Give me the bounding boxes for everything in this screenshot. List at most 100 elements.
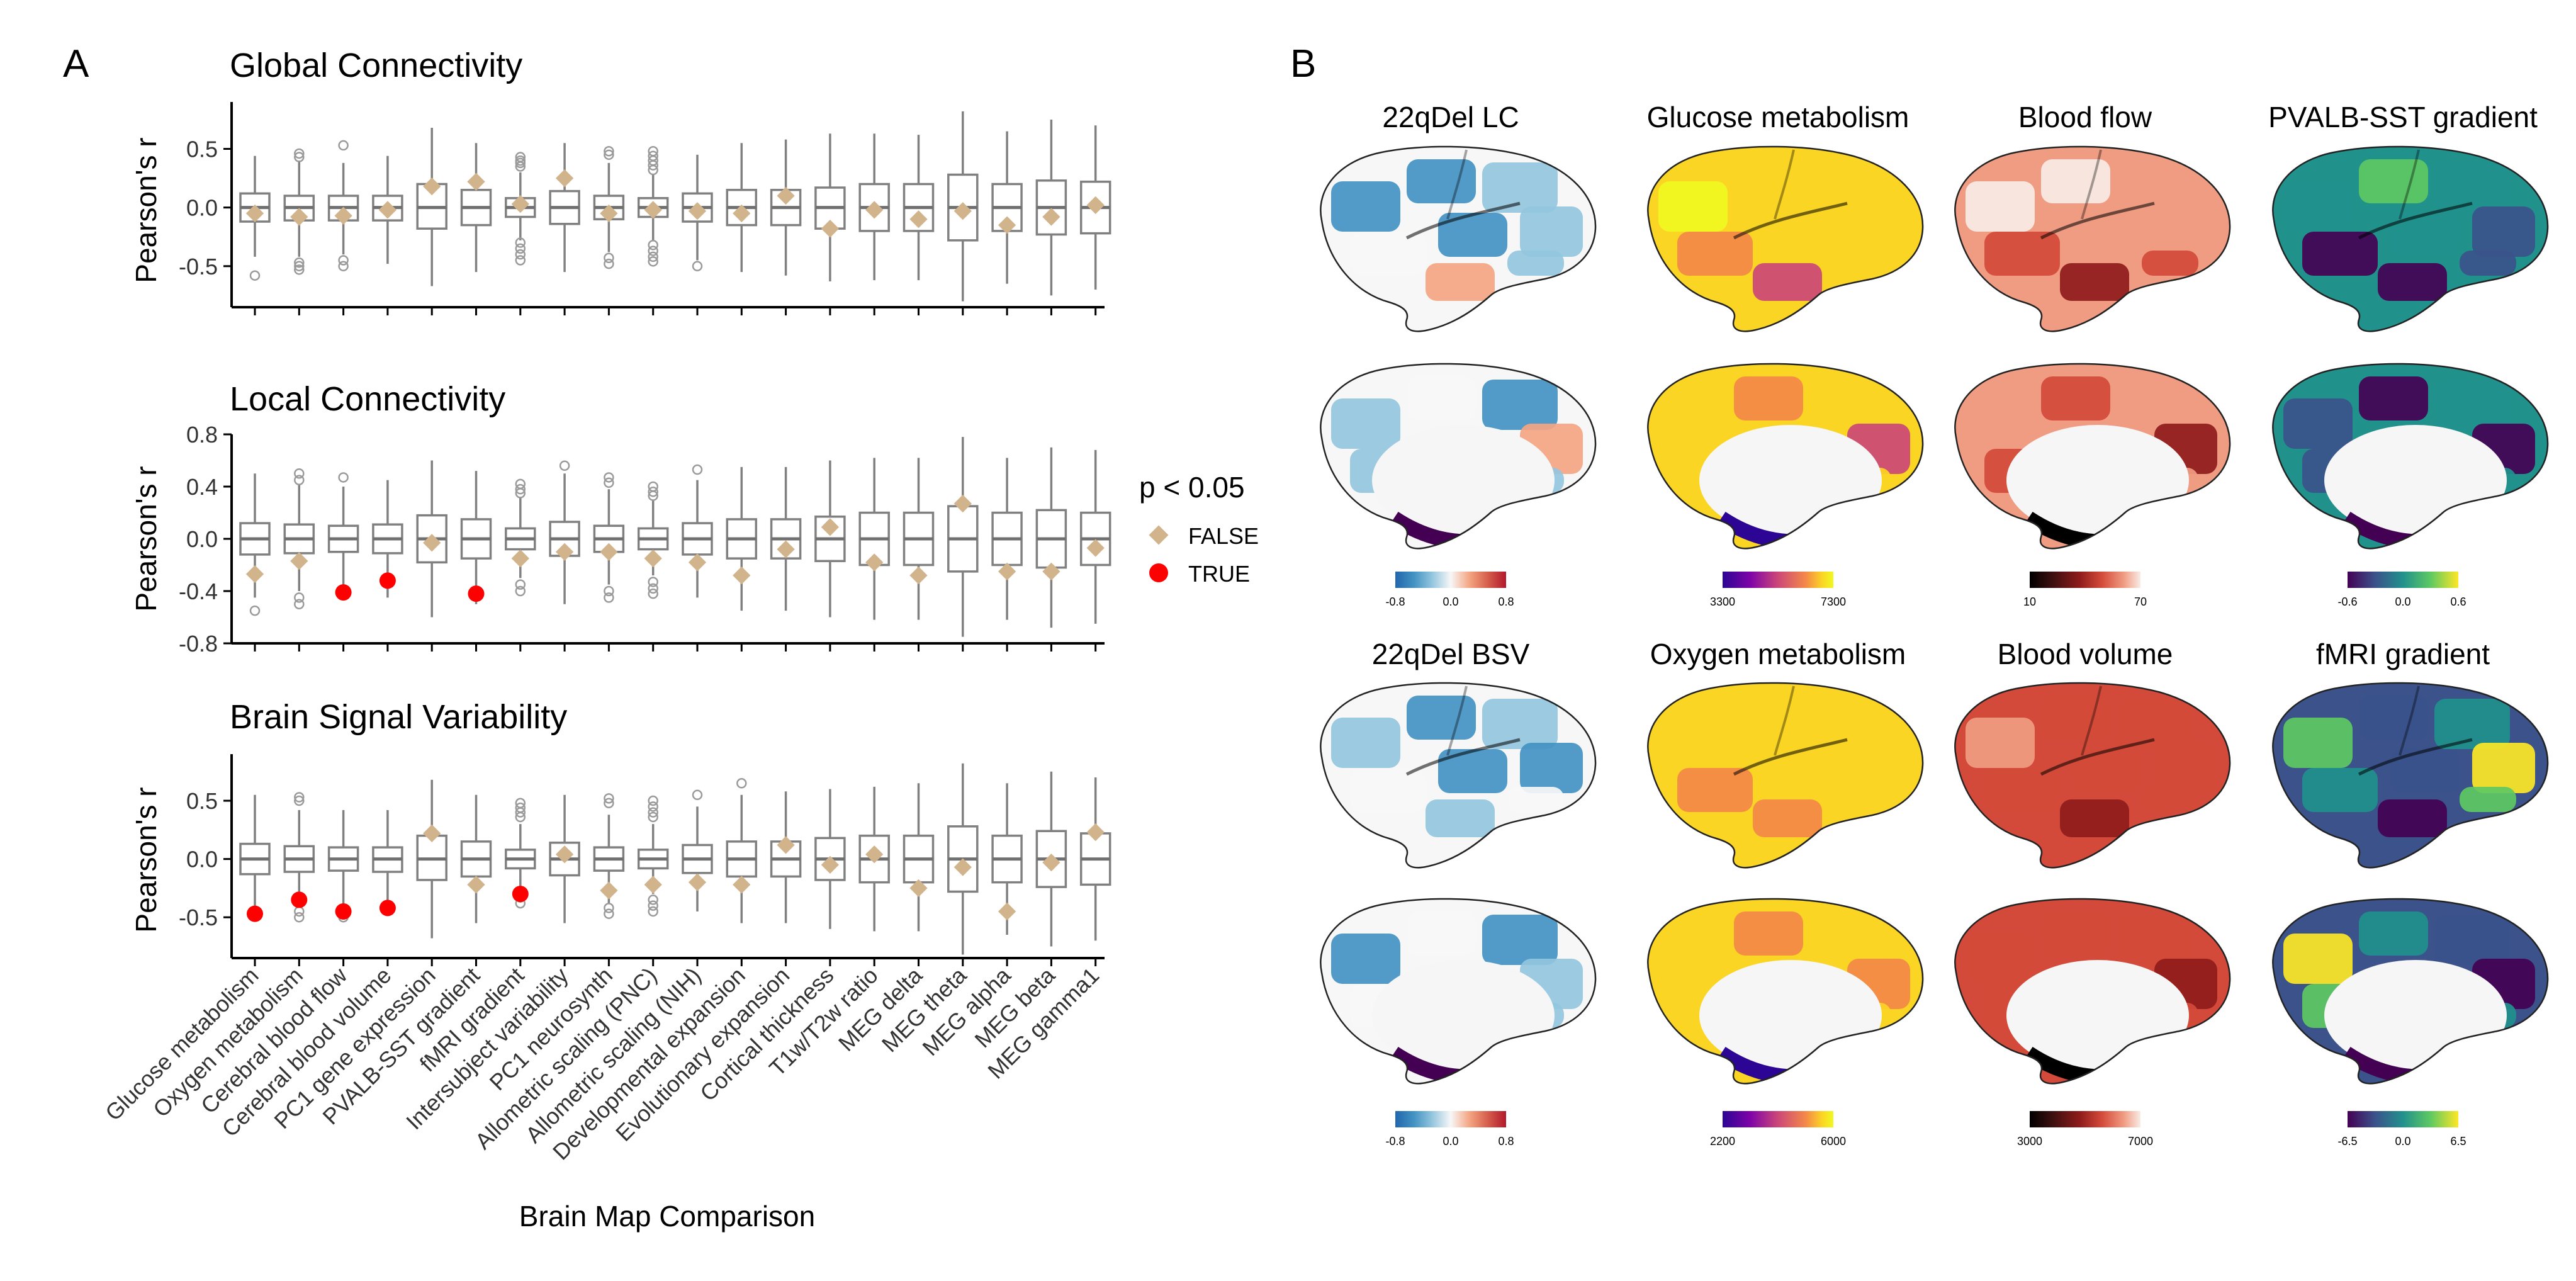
cortical-region <box>2460 251 2516 276</box>
outlier-point <box>692 789 703 801</box>
brain-lateral-view <box>1320 146 1596 332</box>
box <box>770 466 802 611</box>
observed-point <box>644 549 662 568</box>
y-tick-label: 0.0 <box>186 526 218 552</box>
cortical-region <box>1809 699 1885 749</box>
box <box>991 783 1023 935</box>
cortical-region <box>1331 934 1400 984</box>
observed-point <box>511 549 529 568</box>
y-axis: 0.5 0.0 -0.5 <box>179 788 232 930</box>
cortical-region <box>1677 768 1753 812</box>
outlier-point <box>515 483 526 495</box>
cortical-region <box>2283 181 2353 232</box>
observed-point <box>1042 854 1060 872</box>
colorbar-max-label: 0.8 <box>1498 595 1514 608</box>
y-axis-label: Pearson's r <box>130 137 162 283</box>
observed-point-significant <box>247 905 263 922</box>
observed-point <box>600 881 618 900</box>
cortical-region <box>1507 251 1564 276</box>
box <box>637 481 669 599</box>
observed-point <box>600 204 618 223</box>
colorbar <box>1723 572 1833 588</box>
legend-false-marker <box>1149 525 1169 545</box>
brain-maps: 22qDel LC -0.8 0.8 0.0 Glucose metabolism 330… <box>1320 101 2549 1148</box>
box <box>416 460 447 618</box>
box <box>505 478 536 597</box>
outlier-point <box>338 140 349 151</box>
sylvian-fissure <box>1405 738 1521 776</box>
box <box>726 778 758 923</box>
central-sulcus <box>1774 686 1795 756</box>
observed-point-significant <box>335 584 352 601</box>
box <box>549 460 580 604</box>
box <box>1079 777 1111 941</box>
brain-map-title: fMRI gradient <box>2316 638 2490 670</box>
outlier-point <box>648 807 658 818</box>
box <box>947 437 979 637</box>
outlier-point <box>604 798 614 809</box>
central-sulcus <box>2081 686 2102 756</box>
observed-point <box>998 562 1016 581</box>
brain-medial-view <box>1320 363 1596 549</box>
box <box>372 480 403 598</box>
colorbar-min-label: -6.5 <box>2337 1135 2357 1148</box>
box <box>460 143 492 273</box>
outlier-point <box>648 583 658 594</box>
observed-point <box>644 876 662 894</box>
observed-point <box>290 208 308 226</box>
observed-point <box>865 845 884 864</box>
brain-medial-view <box>1320 898 1596 1084</box>
outlier-point <box>515 807 526 818</box>
box <box>858 786 890 932</box>
brain-medial-view <box>1955 363 2230 549</box>
brain-outline <box>2272 898 2549 1085</box>
brain-map: PVALB-SST gradient -0.6 0.6 0.0 <box>2268 101 2549 608</box>
observed-point <box>777 186 795 205</box>
cortical-region <box>1331 398 1400 449</box>
brain-lateral-view <box>1955 146 2230 332</box>
outlier-point <box>515 488 526 499</box>
outlier-point <box>604 252 614 264</box>
cortical-region <box>2302 232 2378 276</box>
cortical-region <box>2041 376 2110 420</box>
box <box>327 810 359 923</box>
box <box>682 464 713 598</box>
outlier-point <box>648 240 658 251</box>
outlier-point <box>294 264 305 275</box>
outlier-point <box>515 585 526 597</box>
brain-lateral-view <box>2273 682 2548 868</box>
outlier-point <box>604 145 614 157</box>
outlier-point <box>648 256 658 267</box>
sylvian-fissure <box>2040 738 2155 776</box>
colorbar-max-label: 0.8 <box>1498 1135 1514 1148</box>
cortical-region <box>2073 213 2142 257</box>
observed-point <box>909 210 928 229</box>
observed-point <box>777 836 795 854</box>
global-connectivity-plot: Global Connectivity Pearson's r 0.5 0.0 -0… <box>130 47 1111 315</box>
outlier-point <box>604 585 614 597</box>
cortical-region <box>1482 699 1558 749</box>
cortical-region <box>1407 159 1476 203</box>
colorbar-min-label: 2200 <box>1710 1135 1735 1148</box>
cortical-region <box>2283 934 2353 984</box>
colorbar <box>1395 1111 1506 1127</box>
colorbar-min-label: -0.8 <box>1385 1135 1405 1148</box>
colorbar <box>2348 1111 2458 1127</box>
legend-true-marker <box>1149 563 1168 582</box>
observed-point <box>998 216 1016 234</box>
panel-a-letter: A <box>63 42 89 86</box>
box <box>416 127 447 286</box>
plot-marks <box>239 763 1111 955</box>
brain-signal-variability-plot: Brain Signal Variability Pearson's r 0.5… <box>130 698 1111 966</box>
box <box>770 139 802 276</box>
sylvian-fissure <box>2358 738 2473 776</box>
sylvian-fissure <box>2040 201 2155 240</box>
cortical-region <box>2434 699 2510 749</box>
brain-outline <box>1954 363 2231 550</box>
brain-map: Glucose metabolism 3300 7300 <box>1647 101 1924 608</box>
brain-lateral-view <box>1955 682 2230 868</box>
brain-outline <box>1954 898 2231 1085</box>
cortical-region <box>2359 159 2428 203</box>
observed-point <box>245 565 264 584</box>
